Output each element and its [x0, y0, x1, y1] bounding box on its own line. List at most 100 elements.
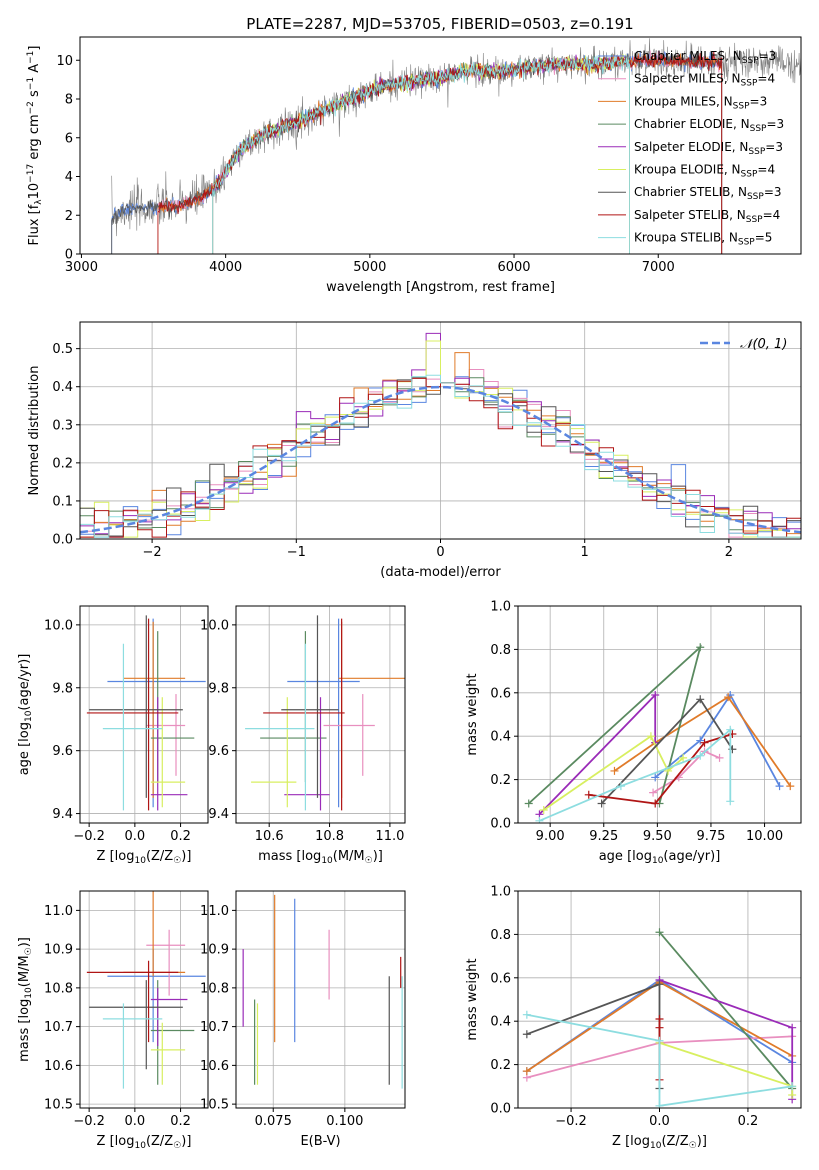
errorbar-point-kroupa-miles — [338, 621, 405, 798]
x-tick-label: 0.0 — [125, 829, 146, 844]
x-tick-label: 9.25 — [589, 829, 618, 844]
x-tick-label: 10.00 — [746, 829, 783, 844]
x-tick-label: 9.50 — [643, 829, 672, 844]
y-tick-label: 0.6 — [490, 971, 511, 986]
errorbar-point-chabrier-stelib — [281, 615, 339, 798]
weight-marker — [726, 725, 735, 734]
legend-nssp: 3 — [774, 185, 782, 199]
x-axis-label: (data-model)/error — [380, 565, 501, 580]
weight-marker — [786, 782, 795, 791]
y-tick-label: 10.9 — [200, 943, 229, 958]
plot-area — [86, 615, 206, 811]
weight-line — [658, 931, 793, 1090]
weight-marker — [539, 805, 548, 814]
x-tick-label: 0.075 — [255, 1114, 292, 1129]
y-tick-label: 10.9 — [44, 943, 73, 958]
x-tick-label: 0.0 — [649, 1114, 670, 1129]
legend: 𝒩(0, 1) — [700, 337, 787, 352]
x-tick-label: 6000 — [497, 260, 530, 275]
errorbar-point-salpeter-elodie — [150, 987, 188, 1046]
y-tick-label: 0.2 — [490, 773, 511, 788]
plot-area — [522, 928, 797, 1108]
errorbar-point-salpeter-stelib — [86, 618, 179, 811]
panel-weight-vs-Z: −0.2 0.0 0.2 0.0 0.2 0.4 0.6 0.8 1.0 Z [log10​(Z/… — [465, 885, 802, 1151]
errorbar-point-chabrier-stelib — [89, 980, 183, 1070]
y-tick-label: 11.0 — [200, 904, 229, 919]
y-tick-label: 0.6 — [490, 686, 511, 701]
errorbar-point-kroupa-stelib — [102, 643, 163, 811]
errorbar-point-salpeter-miles — [323, 694, 375, 776]
legend-nssp: 3 — [760, 94, 768, 108]
y-tick-label: 10 — [56, 54, 73, 69]
weight-marker — [651, 773, 660, 782]
y-tick-label: 9.4 — [52, 807, 73, 822]
legend-entry: Salpeter STELIB, NSSP​=4 — [634, 208, 780, 225]
y-tick-label: 0.0 — [490, 1102, 511, 1117]
y-tick-label: 9.8 — [208, 681, 229, 696]
x-tick-label: 9.75 — [696, 829, 725, 844]
weight-series-salpeter-stelib — [584, 730, 737, 808]
panel-residuals: −2 −1 0 1 2 0.0 0.1 0.2 0.3 0.4 0.5 (data-model)/er… — [27, 321, 802, 580]
axes-frame — [517, 890, 802, 1109]
x-tick-label: 3000 — [65, 260, 98, 275]
x-tick-label: 2 — [725, 545, 733, 560]
y-tick-label: 10.6 — [44, 1059, 73, 1074]
y-tick-label: 9.8 — [52, 681, 73, 696]
weight-marker — [679, 753, 688, 762]
x-axis-label: E(B-V) — [300, 1134, 340, 1149]
x-tick-label: 5000 — [353, 260, 386, 275]
plot-area — [80, 332, 801, 539]
weight-marker — [535, 816, 544, 823]
errorbar-point-kroupa-elodie — [150, 1022, 186, 1085]
errorbar-point-salpeter-miles — [146, 929, 186, 996]
x-axis-label: mass [log10​(M/M☉​)] — [258, 849, 383, 866]
y-tick-label: 10.7 — [44, 1020, 73, 1035]
weight-marker — [788, 1082, 797, 1091]
x-axis-label: Z [log10​(Z/Z☉​)] — [97, 1134, 192, 1151]
y-tick-label: 9.4 — [208, 807, 229, 822]
x-tick-label: 0.0 — [125, 1114, 146, 1129]
y-tick-label: 6 — [65, 131, 73, 146]
weight-marker — [584, 790, 593, 799]
plot-area — [524, 643, 795, 823]
legend-nssp: 3 — [777, 117, 785, 131]
weight-marker — [726, 797, 735, 806]
legend-nssp: 3 — [769, 49, 777, 63]
y-tick-label: 0.2 — [52, 456, 73, 471]
y-tick-label: 10.8 — [200, 981, 229, 996]
y-tick-label: 11.0 — [44, 904, 73, 919]
y-tick-label: 0.8 — [490, 928, 511, 943]
weight-marker — [724, 693, 733, 702]
panel-mass-vs-ebv: 0.075 0.100 10.5 10.6 10.7 10.8 10.9 11.0 E(B-V) — [200, 890, 406, 1149]
weight-series-kroupa-stelib — [522, 1010, 797, 1108]
legend-entry: 𝒩(0, 1) — [740, 337, 787, 352]
weight-marker — [696, 736, 705, 745]
legend-nssp: 3 — [775, 140, 783, 154]
legend-entry: Chabrier MILES, NSSP​=3 — [634, 49, 776, 66]
errorbar-point-kroupa-elodie — [150, 697, 186, 808]
figure-title: PLATE=2287, MJD=53705, FIBERID=0503, z=0… — [246, 15, 633, 33]
weight-marker — [649, 788, 658, 797]
legend-entry: Kroupa STELIB, NSSP​=5 — [634, 231, 772, 248]
panel-weight-vs-age: 9.00 9.25 9.50 9.75 10.00 0.0 0.2 0.4 0.6 0.8 1.0 a… — [465, 600, 802, 866]
weight-marker — [715, 753, 724, 762]
legend-nssp: 5 — [765, 231, 773, 245]
y-axis-label: Normed distribution — [27, 366, 42, 496]
x-tick-label: 1 — [581, 545, 589, 560]
x-tick-label: 10.6 — [255, 829, 284, 844]
weight-marker — [597, 799, 606, 808]
axes-frame — [79, 605, 209, 824]
y-tick-label: 1.0 — [490, 885, 511, 900]
weight-marker — [655, 1023, 664, 1032]
weight-series-chabrier-elodie — [524, 643, 705, 808]
legend: Chabrier MILES, NSSP​=3 Salpeter MILES, N… — [598, 49, 784, 248]
weight-marker — [651, 690, 660, 699]
y-tick-label: 1.0 — [490, 600, 511, 615]
model-spectrum-kroupa-stelib — [212, 55, 630, 254]
x-tick-label: −0.2 — [73, 1114, 105, 1129]
weight-marker — [655, 980, 664, 989]
weight-marker — [696, 643, 705, 652]
weight-line — [526, 1013, 793, 1107]
errorbar-point-kroupa-elodie — [251, 697, 297, 808]
